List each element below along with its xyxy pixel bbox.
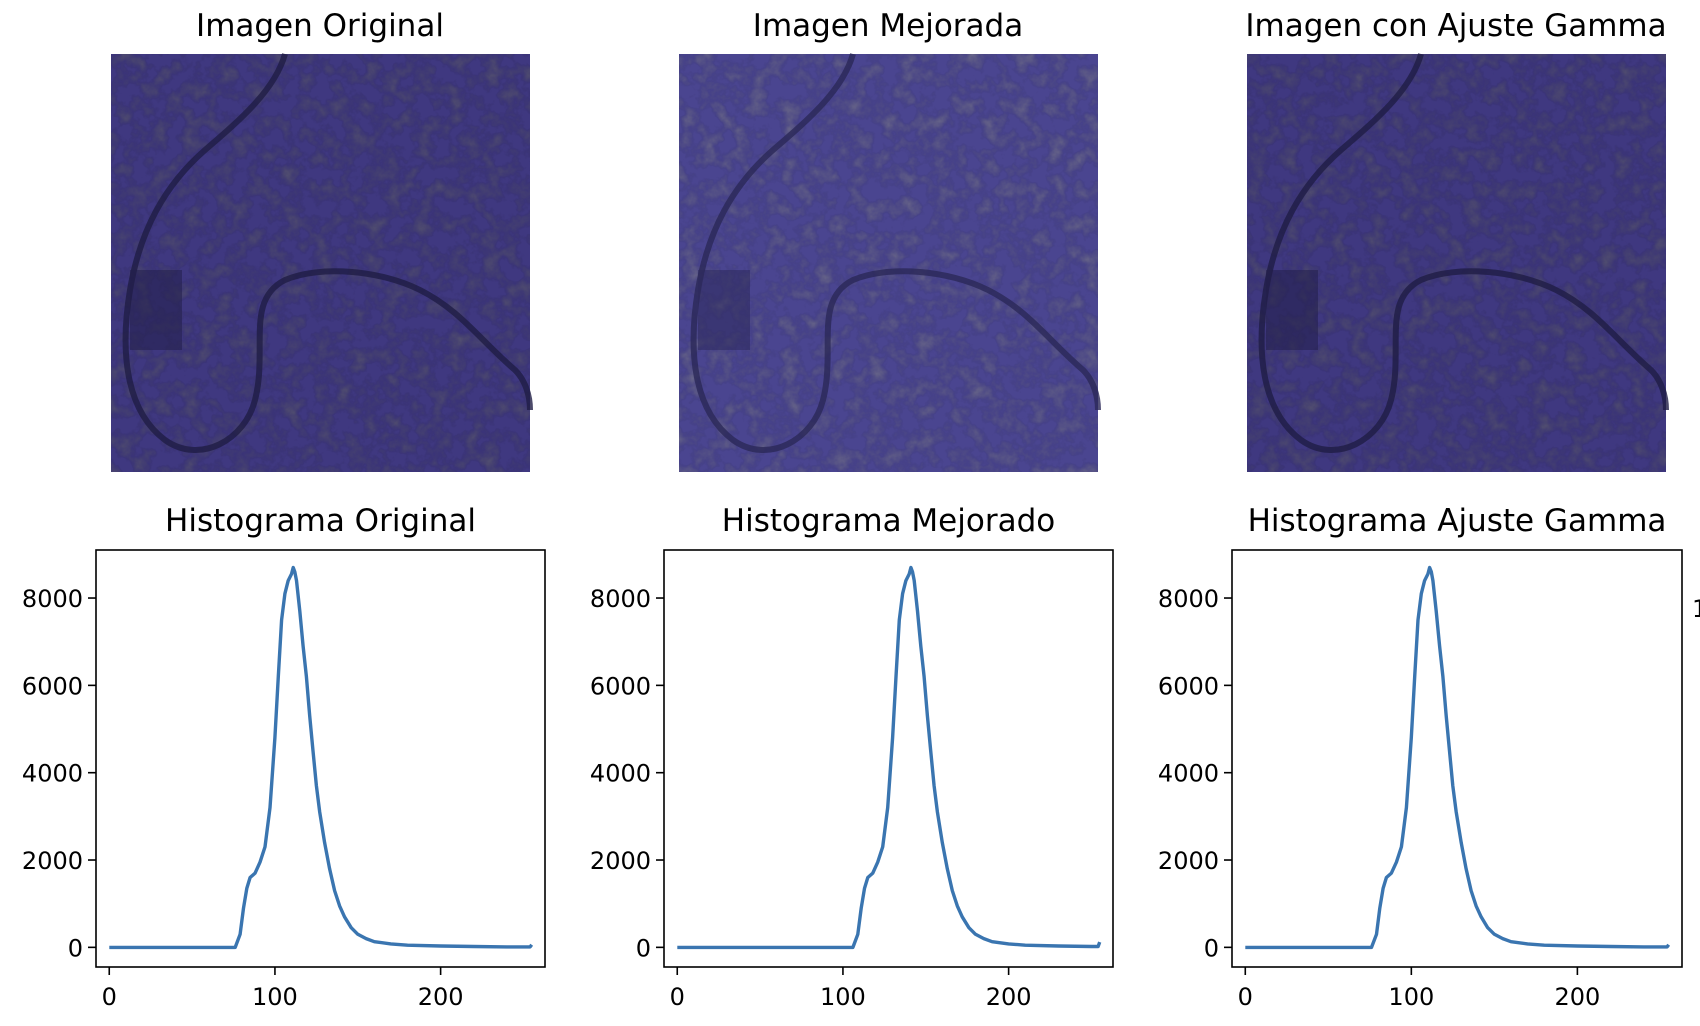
satellite-image-gamma bbox=[1247, 53, 1669, 472]
y-tick-label: 0 bbox=[68, 934, 83, 962]
histogram-line bbox=[109, 565, 534, 950]
x-tick-label: 200 bbox=[986, 983, 1032, 1011]
x-tick-label: 200 bbox=[418, 983, 464, 1011]
y-tick-label: 6000 bbox=[590, 672, 651, 700]
clipped-edge-text: 1 bbox=[1692, 595, 1700, 623]
histogram-title: Histograma Ajuste Gamma bbox=[1248, 503, 1667, 539]
histogram-title: Histograma Original bbox=[165, 503, 476, 539]
histogram-original: Histograma Original 0 2000 4000 6000 8000 0 100… bbox=[22, 503, 546, 1011]
satellite-image-original bbox=[111, 53, 533, 472]
histogram-title: Histograma Mejorado bbox=[722, 503, 1055, 539]
y-tick-label: 0 bbox=[1204, 934, 1219, 962]
image-panel-gamma: Imagen con Ajuste Gamma bbox=[1245, 8, 1669, 472]
y-tick-label: 6000 bbox=[1158, 672, 1219, 700]
x-tick-label: 100 bbox=[820, 983, 866, 1011]
y-tick-label: 0 bbox=[636, 934, 651, 962]
image-title-gamma: Imagen con Ajuste Gamma bbox=[1245, 8, 1666, 44]
image-panel-enhanced: Imagen Mejorada bbox=[679, 8, 1101, 472]
y-tick-label: 4000 bbox=[590, 760, 651, 788]
image-panel-original: Imagen Original bbox=[111, 8, 533, 472]
satellite-image-enhanced bbox=[679, 53, 1101, 472]
y-tick-label: 8000 bbox=[590, 585, 651, 613]
y-tick-label: 2000 bbox=[1158, 847, 1219, 875]
x-tick-label: 100 bbox=[252, 983, 298, 1011]
y-tick-label: 8000 bbox=[1158, 585, 1219, 613]
histogram-gamma: Histograma Ajuste Gamma02000400060008000… bbox=[1158, 503, 1683, 1011]
y-tick-label: 8000 bbox=[22, 585, 83, 613]
image-title-enhanced: Imagen Mejorada bbox=[753, 8, 1023, 44]
histogram-line bbox=[1245, 565, 1671, 950]
x-tick-label: 0 bbox=[102, 983, 117, 1011]
plot-frame bbox=[1231, 549, 1683, 968]
x-tick-label: 100 bbox=[1388, 983, 1434, 1011]
y-tick-label: 4000 bbox=[1158, 760, 1219, 788]
y-tick-label: 2000 bbox=[590, 847, 651, 875]
x-tick-label: 0 bbox=[670, 983, 685, 1011]
histogram-enhanced: Histograma Mejorado 0 2000 4000 6000 8000 0 100… bbox=[590, 503, 1114, 1011]
y-tick-label: 4000 bbox=[22, 760, 83, 788]
x-tick-label: 200 bbox=[1554, 983, 1600, 1011]
plot-frame bbox=[663, 549, 1114, 968]
plot-frame bbox=[95, 549, 546, 968]
x-tick-label: 0 bbox=[1238, 983, 1253, 1011]
image-title-original: Imagen Original bbox=[196, 8, 444, 44]
y-tick-label: 2000 bbox=[22, 847, 83, 875]
histogram-line bbox=[677, 565, 1102, 950]
y-tick-label: 6000 bbox=[22, 672, 83, 700]
